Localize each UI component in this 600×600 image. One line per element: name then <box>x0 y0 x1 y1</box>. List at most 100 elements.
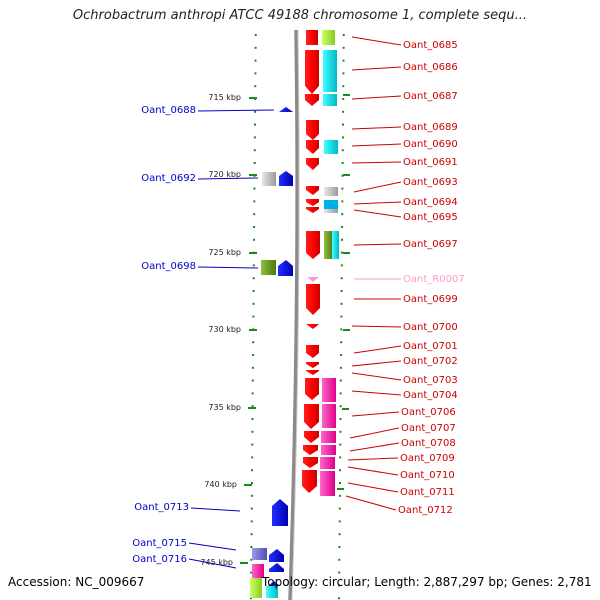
gene-feature[interactable] <box>262 172 276 186</box>
gene-feature[interactable] <box>305 94 319 106</box>
guide-dot <box>342 46 345 49</box>
gene-feature[interactable] <box>322 378 336 402</box>
gene-label-left[interactable]: Oant_0692 <box>141 173 196 184</box>
gene-label-right[interactable]: Oant_0707 <box>401 423 456 434</box>
gene-feature[interactable] <box>320 457 335 469</box>
gene-label-right[interactable]: Oant_0703 <box>403 375 458 386</box>
gene-feature[interactable] <box>306 231 320 259</box>
guide-dot <box>254 85 257 88</box>
gene-feature[interactable] <box>332 231 339 259</box>
gene-label-right[interactable]: Oant_0691 <box>403 157 458 168</box>
gene-feature[interactable] <box>306 140 319 154</box>
gene-feature[interactable] <box>269 549 284 562</box>
gene-feature[interactable] <box>261 260 276 275</box>
guide-dot <box>253 162 256 164</box>
gene-feature[interactable] <box>272 499 288 526</box>
gene-feature[interactable] <box>252 548 267 560</box>
gene-label-right[interactable]: Oant_0709 <box>400 453 455 464</box>
gene-feature[interactable] <box>306 186 319 195</box>
gene-feature[interactable] <box>306 362 319 368</box>
gene-feature[interactable] <box>303 445 318 455</box>
gene-label-right[interactable]: Oant_0701 <box>403 341 458 352</box>
gene-feature[interactable] <box>269 563 284 572</box>
gene-feature[interactable] <box>304 404 319 429</box>
gene-feature[interactable] <box>324 140 338 154</box>
guide-dot <box>340 328 343 331</box>
gene-feature[interactable] <box>320 471 335 496</box>
gene-feature[interactable] <box>306 199 319 206</box>
gene-label-right[interactable]: Oant_0685 <box>403 40 458 51</box>
gene-feature[interactable] <box>306 284 320 315</box>
gene-label-right[interactable]: Oant_0702 <box>403 356 458 367</box>
guide-dot <box>340 290 343 292</box>
gene-label-left[interactable]: Oant_0715 <box>132 538 187 549</box>
gene-feature[interactable] <box>250 578 262 598</box>
gene-label-right[interactable]: Oant_0699 <box>403 294 458 305</box>
gene-feature[interactable] <box>324 200 338 209</box>
gene-feature[interactable] <box>303 457 318 468</box>
gene-label-right[interactable]: Oant_0689 <box>403 122 458 133</box>
guide-dot <box>339 392 342 395</box>
guide-dot <box>339 482 341 484</box>
gene-feature[interactable] <box>279 107 293 112</box>
gene-feature[interactable] <box>321 431 336 443</box>
gene-label-right[interactable]: Oant_0712 <box>398 505 453 516</box>
gene-feature[interactable] <box>302 470 317 493</box>
leader-line <box>197 177 259 180</box>
gene-feature[interactable] <box>306 120 319 140</box>
gene-label-right[interactable]: Oant_0695 <box>403 212 458 223</box>
scale-tick <box>343 252 350 254</box>
gene-label-right[interactable]: Oant_0704 <box>403 390 458 401</box>
guide-dot <box>342 85 345 88</box>
gene-feature[interactable] <box>323 94 337 106</box>
guide-dot <box>339 379 342 382</box>
gene-label-left[interactable]: Oant_0698 <box>141 261 196 272</box>
gene-feature[interactable] <box>305 378 319 400</box>
gene-label-right[interactable]: Oant_0693 <box>403 177 458 188</box>
gene-feature[interactable] <box>322 404 336 428</box>
gene-label-left[interactable]: Oant_0713 <box>134 502 189 513</box>
gene-feature[interactable] <box>321 445 336 455</box>
gene-label-right[interactable]: Oant_0700 <box>403 322 458 333</box>
guide-dot <box>340 251 343 254</box>
scale-tick <box>249 329 257 331</box>
gene-feature[interactable] <box>252 564 264 578</box>
gene-feature[interactable] <box>322 30 335 45</box>
gene-feature[interactable] <box>306 158 319 170</box>
gene-feature[interactable] <box>305 50 319 94</box>
guide-dot <box>342 34 345 36</box>
gene-label-right[interactable]: Oant_0690 <box>403 139 458 150</box>
gene-label-right[interactable]: Oant_0694 <box>403 197 458 208</box>
guide-dot <box>253 187 256 190</box>
gene-feature[interactable] <box>306 207 319 213</box>
gene-feature[interactable] <box>306 345 319 358</box>
guide-dot <box>341 162 344 164</box>
gene-feature[interactable] <box>278 260 293 276</box>
guide-dot <box>252 290 255 292</box>
gene-label-right[interactable]: Oant_0686 <box>403 62 458 73</box>
gene-feature[interactable] <box>306 324 319 329</box>
gene-label-right[interactable]: Oant_0706 <box>401 407 456 418</box>
gene-feature[interactable] <box>324 209 338 213</box>
gene-label-left[interactable]: Oant_0716 <box>132 554 187 565</box>
gene-feature[interactable] <box>304 431 319 443</box>
gene-label-right[interactable]: Oant_0708 <box>401 438 456 449</box>
gene-feature[interactable] <box>266 586 278 598</box>
rna-feature[interactable] <box>307 277 319 282</box>
gene-label-right[interactable]: Oant_0687 <box>403 91 458 102</box>
gene-feature[interactable] <box>306 370 319 375</box>
gene-feature[interactable] <box>306 30 318 45</box>
gene-label-left[interactable]: Oant_0688 <box>141 105 196 116</box>
gene-feature[interactable] <box>268 581 280 586</box>
guide-dot <box>342 110 345 113</box>
gene-label-right[interactable]: Oant_0697 <box>403 239 458 250</box>
gene-feature[interactable] <box>324 187 338 196</box>
guide-dot <box>250 571 253 574</box>
gene-label-right[interactable]: Oant_0711 <box>400 487 455 498</box>
guide-dot <box>253 149 256 152</box>
gene-feature[interactable] <box>324 231 333 259</box>
gene-feature[interactable] <box>279 171 293 186</box>
gene-label-right-rna[interactable]: Oant_R0007 <box>403 274 465 285</box>
gene-label-right[interactable]: Oant_0710 <box>400 470 455 481</box>
gene-feature[interactable] <box>323 50 337 92</box>
